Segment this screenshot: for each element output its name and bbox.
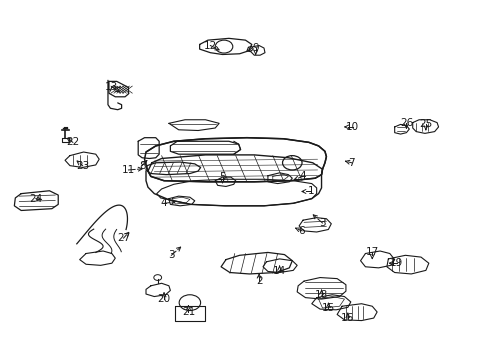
Text: 20: 20 — [157, 294, 170, 304]
Text: 12: 12 — [203, 41, 217, 50]
Text: 19: 19 — [389, 258, 403, 268]
Text: 27: 27 — [117, 233, 130, 243]
Text: 16: 16 — [341, 313, 354, 323]
Text: 18: 18 — [314, 291, 327, 301]
Text: 8: 8 — [139, 161, 145, 171]
Text: 13: 13 — [105, 82, 118, 92]
Text: 21: 21 — [182, 307, 195, 317]
Text: 3: 3 — [319, 218, 325, 228]
Text: 4: 4 — [161, 198, 167, 208]
Text: 3: 3 — [168, 250, 174, 260]
Text: 17: 17 — [365, 247, 378, 257]
Text: 4: 4 — [299, 171, 305, 181]
Text: 9: 9 — [252, 43, 259, 53]
Text: 11: 11 — [122, 165, 135, 175]
Text: 24: 24 — [29, 194, 42, 204]
Text: 10: 10 — [346, 122, 359, 132]
Text: 5: 5 — [219, 172, 225, 182]
Text: 14: 14 — [272, 266, 285, 276]
Text: 1: 1 — [307, 186, 313, 197]
Text: 2: 2 — [255, 276, 262, 286]
Text: 25: 25 — [418, 120, 431, 129]
Text: 6: 6 — [298, 226, 305, 236]
Text: 15: 15 — [321, 303, 334, 314]
Text: 26: 26 — [399, 118, 412, 128]
Text: 22: 22 — [66, 138, 80, 147]
Text: 23: 23 — [76, 161, 89, 171]
Text: 7: 7 — [348, 158, 354, 168]
